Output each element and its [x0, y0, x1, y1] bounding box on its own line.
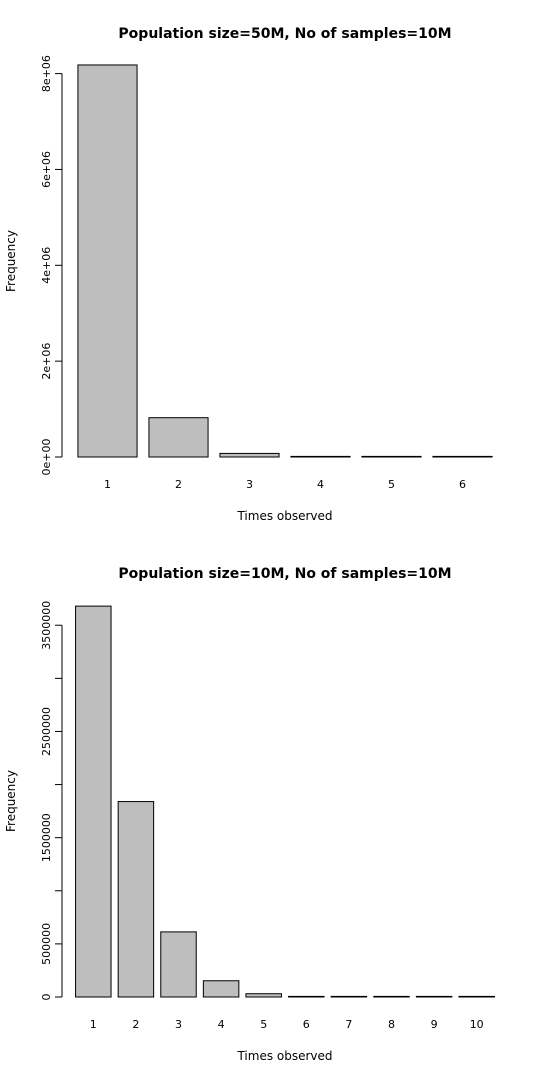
chart-2-bar-7: [330, 995, 368, 998]
chart-2-x-tick-label-1: 1: [90, 1018, 97, 1031]
chart-2-x-tick-label-9: 9: [431, 1018, 438, 1031]
chart-2-x-tick-label-4: 4: [218, 1018, 225, 1031]
chart-2-x-tick-label-6: 6: [303, 1018, 310, 1031]
chart-2-x-tick-label-8: 8: [388, 1018, 395, 1031]
chart-2-xlabel: Times observed: [236, 1049, 332, 1063]
chart-1-x-tick-label-4: 4: [317, 478, 324, 491]
chart-2-bar-2: [117, 801, 155, 998]
chart-1-bar-2: [148, 417, 209, 458]
chart-2-x-tick-label-3: 3: [175, 1018, 182, 1031]
chart-1-bar-5: [361, 455, 422, 458]
chart-1-x-tick-label-6: 6: [459, 478, 466, 491]
chart-1-bar-3: [219, 452, 280, 458]
chart-1-y-tick-label-1: 2e+06: [40, 343, 53, 380]
chart-2-y-tick-label-3: 1500000: [40, 813, 53, 862]
chart-2-x-tick-label-10: 10: [470, 1018, 484, 1031]
chart-2-x-tick-label-5: 5: [260, 1018, 267, 1031]
chart-1-xlabel: Times observed: [236, 509, 332, 523]
chart-2-bar-5: [245, 993, 282, 998]
chart-2-bar-10: [458, 995, 495, 998]
chart-2-bar-6: [288, 995, 325, 998]
chart-1-y-tick-label-3: 6e+06: [40, 151, 53, 188]
chart-2-y-tick-label-5: 2500000: [40, 707, 53, 756]
chart-2-bar-3: [160, 931, 197, 998]
chart-2-plot-area: 1 2 3 4 5 6 7 8 9 10 0 500000 1500000 2500000 3500000: [40, 601, 495, 1031]
chart-2-y-tick-label-0: 0: [40, 994, 53, 1001]
chart-1-x-tick-label-3: 3: [246, 478, 253, 491]
chart-1-plot-area: 1 2 3 4 5 6 0e+00 2e+06 4e+06 6e+06 8e+06: [40, 55, 493, 491]
chart-2-bar-1: [75, 605, 112, 998]
chart-1-x-tick-label-5: 5: [388, 478, 395, 491]
chart-1-x-tick-label-1: 1: [104, 478, 111, 491]
chart-1-ylabel: Frequency: [4, 230, 18, 292]
chart-2-bar-9: [415, 995, 453, 998]
chart-2-title: Population size=10M, No of samples=10M: [118, 566, 451, 582]
chart-2-ylabel: Frequency: [4, 770, 18, 832]
chart-1-y-tick-label-0: 0e+00: [40, 439, 53, 476]
chart-2: Population size=10M, No of samples=10M T…: [4, 566, 495, 1063]
chart-2-y-tick-label-1: 500000: [40, 923, 53, 965]
chart-1: Population size=50M, No of samples=10M T…: [4, 26, 493, 523]
chart-1-title: Population size=50M, No of samples=10M: [118, 26, 451, 42]
chart-1-bar-4: [290, 455, 351, 458]
chart-2-x-tick-label-2: 2: [132, 1018, 139, 1031]
chart-1-x-tick-label-2: 2: [175, 478, 182, 491]
chart-2-y-tick-label-7: 3500000: [40, 601, 53, 650]
chart-2-x-tick-label-7: 7: [345, 1018, 352, 1031]
chart-1-y-tick-label-2: 4e+06: [40, 247, 53, 284]
chart-1-bar-6: [432, 455, 493, 458]
chart-1-y-tick-label-4: 8e+06: [40, 55, 53, 92]
chart-2-bar-8: [373, 995, 410, 998]
chart-2-bar-4: [202, 980, 240, 998]
chart-1-bar-1: [77, 64, 138, 458]
